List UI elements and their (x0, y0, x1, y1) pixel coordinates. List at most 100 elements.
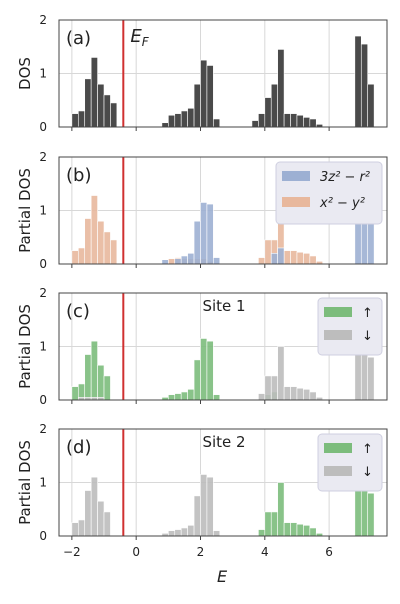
bar (180, 255, 188, 265)
bar (200, 59, 208, 128)
legend-swatch (324, 466, 352, 476)
bar (84, 490, 92, 537)
bar (180, 527, 188, 537)
bar (290, 250, 298, 265)
legend-label: ↓ (362, 329, 373, 344)
bar (277, 247, 285, 265)
x-tick-label: 0 (132, 545, 140, 559)
bar (110, 239, 118, 265)
bar (90, 476, 98, 537)
bar (290, 113, 298, 128)
bar (264, 239, 272, 265)
bar (213, 257, 221, 265)
bar (187, 253, 195, 265)
bar (97, 83, 105, 128)
legend: ↑↓ (317, 297, 383, 356)
bar (193, 83, 201, 128)
bar (71, 386, 79, 401)
legend-label: ↑ (362, 306, 373, 321)
bar (174, 113, 182, 128)
bar (206, 476, 214, 537)
bar (161, 122, 169, 128)
panel-label: (c) (66, 301, 90, 322)
x-tick-label: 6 (325, 545, 333, 559)
bar (174, 393, 182, 401)
bar (193, 220, 201, 265)
legend: 3z² − r² x² − y² (275, 161, 383, 225)
bar (309, 255, 317, 265)
bar (103, 375, 111, 401)
bar (213, 530, 221, 537)
bar (360, 43, 369, 128)
bar (180, 391, 188, 401)
bar (206, 65, 214, 128)
bar (367, 492, 375, 537)
bar (97, 364, 105, 401)
bar (264, 97, 272, 128)
bar (270, 253, 278, 265)
bar (251, 120, 259, 128)
bar (303, 253, 311, 265)
bar (200, 202, 208, 265)
bar (103, 511, 111, 537)
bar (290, 386, 298, 401)
bar (206, 203, 214, 265)
bar (84, 78, 92, 128)
bar (258, 257, 266, 265)
y-tick-label: 0 (39, 393, 47, 407)
bar (71, 113, 79, 128)
bar (367, 220, 375, 265)
bar (277, 49, 285, 128)
bar (354, 35, 362, 128)
bar (84, 218, 92, 265)
site-annotation: Site 2 (202, 433, 245, 451)
bar (264, 511, 272, 537)
bar (187, 524, 195, 537)
legend-label: 3z² − r² (320, 170, 370, 185)
bar (367, 356, 375, 401)
bar (71, 250, 79, 265)
bar (303, 117, 311, 128)
bar (283, 386, 291, 401)
y-tick-label: 1 (39, 340, 47, 354)
bar (168, 530, 176, 537)
y-axis-label: Partial DOS (16, 304, 34, 389)
y-axis-label: Partial DOS (16, 168, 34, 253)
bar (303, 388, 311, 401)
axes-frame (58, 156, 388, 265)
bar (309, 391, 317, 401)
bar (168, 258, 176, 265)
bar (283, 113, 291, 128)
bar (187, 388, 195, 401)
bar (71, 522, 79, 537)
axes-frame (58, 292, 388, 401)
y-tick-label: 1 (39, 204, 47, 218)
x-tick-label: 2 (197, 545, 205, 559)
bar (103, 94, 111, 128)
bar (213, 394, 221, 401)
bar (90, 57, 98, 128)
bar (367, 83, 375, 128)
legend-label: ↑ (362, 442, 373, 457)
bar (77, 519, 86, 537)
bar (290, 522, 298, 537)
y-tick-label: 1 (39, 67, 47, 81)
bar (200, 474, 208, 537)
y-tick-label: 2 (39, 150, 47, 164)
panel-label: (b) (66, 165, 91, 186)
panel-label: (a) (66, 28, 91, 49)
bar (296, 114, 304, 128)
bar (296, 523, 304, 537)
legend-swatch (282, 171, 310, 181)
bar (187, 107, 195, 128)
bar (270, 375, 278, 401)
bar (110, 102, 118, 128)
legend-swatch (324, 307, 352, 317)
x-tick-label: −2 (63, 545, 81, 559)
legend-swatch (282, 197, 310, 207)
bar (258, 393, 266, 401)
bar (309, 118, 317, 128)
bar (200, 338, 208, 401)
